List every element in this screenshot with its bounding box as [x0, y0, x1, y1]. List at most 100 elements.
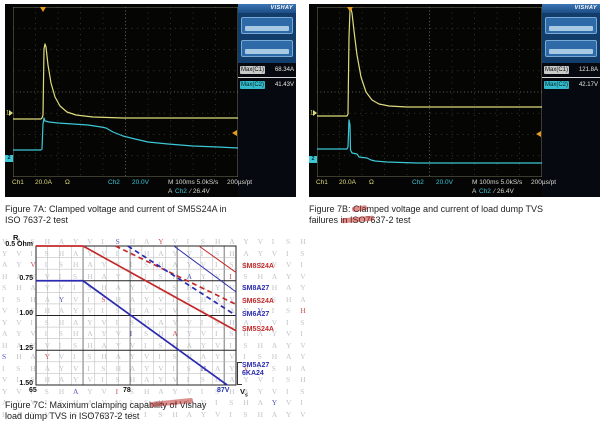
button-stripe — [549, 49, 593, 54]
menu-button[interactable] — [241, 17, 293, 34]
watermark-letter: A — [2, 398, 8, 407]
watermark-letter: S — [73, 271, 78, 281]
ch2-waveform — [317, 119, 542, 164]
watermark-letter: S — [243, 409, 248, 419]
watermark-letter: Y — [286, 340, 292, 350]
watermark-letter: I — [215, 260, 218, 269]
measurement-value: 68.34A — [274, 67, 294, 73]
watermark-letter: S — [200, 237, 205, 246]
watermark-letter: Y — [2, 248, 8, 258]
watermark-letter: V — [229, 352, 235, 361]
watermark-letter: A — [286, 283, 292, 292]
watermark-letter: H — [87, 271, 93, 281]
watermark-letter: H — [87, 340, 93, 350]
watermark-letter: Y — [172, 386, 178, 396]
watermark-letter: H — [101, 352, 107, 361]
watermark-letter: A — [300, 363, 306, 373]
watermark-letter: S — [243, 271, 248, 281]
watermark-letter: Y — [129, 283, 136, 292]
watermark-letter: H — [129, 237, 136, 246]
measurement-row: Max(C2) 42.17V — [542, 80, 600, 90]
watermark-letter: I — [172, 294, 175, 304]
watermark-letter: A — [30, 352, 36, 361]
watermark-letter: I — [16, 237, 19, 246]
watermark-letter: H — [44, 237, 51, 246]
series-sm5s24a — [36, 245, 237, 332]
watermark-letter: Y — [300, 283, 306, 292]
watermark-letter: I — [215, 329, 218, 338]
watermark-letter: I — [271, 237, 275, 246]
watermark-letter: H — [30, 363, 36, 373]
menu-button[interactable] — [545, 40, 597, 57]
watermark-letter: H — [300, 306, 306, 315]
watermark-letter: I — [186, 237, 190, 246]
watermark-letter: S — [271, 294, 276, 304]
watermark-letter: I — [129, 398, 133, 407]
watermark-letter: Y — [129, 352, 136, 361]
menu-button[interactable] — [241, 40, 293, 57]
caption-line: load dump TVS in ISO7637-2 test — [5, 411, 140, 421]
watermark-letter: V — [129, 409, 136, 419]
watermark-letter: S — [44, 317, 49, 327]
scope-trigger-row: A Ch2 ∕ 26.4V — [472, 188, 514, 195]
watermark-letter: V — [215, 271, 221, 281]
watermark-letter: A — [44, 363, 51, 373]
watermark-letter: A — [2, 329, 8, 338]
caption-line: ISO 7637-2 test — [5, 215, 69, 225]
watermark-letter: Y — [243, 375, 249, 384]
watermark-letter: Y — [200, 271, 207, 281]
channel2-marker: 2 — [5, 155, 13, 162]
watermark-letter: S — [144, 398, 149, 407]
watermark-letter: S — [101, 363, 106, 373]
watermark-letter: I — [87, 363, 90, 373]
watermark-letter: Y — [30, 271, 36, 281]
watermark-letter: A — [172, 329, 178, 338]
watermark-letter: A — [129, 363, 136, 373]
ch1-waveform — [13, 43, 238, 120]
arrow-right-icon — [313, 110, 318, 116]
watermark-letter: A — [300, 294, 306, 304]
watermark-letter: A — [229, 375, 235, 384]
watermark-letter: I — [30, 248, 33, 258]
watermark-letter: I — [58, 271, 62, 281]
watermark-letter: I — [101, 375, 104, 384]
measurement-label: Max(C2) — [240, 81, 266, 89]
watermark-letter: S — [257, 283, 262, 292]
watermark-letter: Y — [229, 363, 235, 373]
watermark-letter: S — [271, 363, 276, 373]
y-axis-label: Ri — [13, 233, 20, 245]
watermark-letter: H — [229, 317, 235, 327]
watermark-letter: V — [172, 306, 178, 315]
menu-button[interactable] — [545, 17, 597, 34]
watermark-letter: S — [300, 317, 305, 327]
watermark-letter: I — [200, 317, 204, 327]
watermark-letter: S — [215, 248, 220, 258]
watermark-letter: S — [300, 248, 305, 258]
watermark-letter: I — [129, 329, 133, 338]
watermark-letter: A — [101, 271, 107, 281]
caption-figure-7c: Figure 7C: Maximum clamping capability o… — [5, 400, 295, 422]
watermark-letter: Y — [186, 260, 193, 269]
scope-sidebar: VISHAY Max(C1) 121.8A Max(C2) 42.17V — [542, 4, 600, 197]
watermark-letter: A — [144, 375, 150, 384]
watermark-letter: A — [30, 283, 36, 292]
series-label: SM6S24A — [242, 297, 274, 305]
watermark-letter: A — [243, 317, 249, 327]
watermark-letter: V — [186, 248, 193, 258]
series-label: SM8A27 — [242, 285, 270, 293]
watermark-letter: A — [129, 294, 136, 304]
watermark-letter: S — [243, 340, 248, 350]
watermark-letter: I — [186, 306, 190, 315]
watermark-letter: H — [271, 352, 278, 361]
watermark-letter: A — [87, 398, 93, 407]
watermark-letter: V — [30, 398, 36, 407]
watermark-letter: I — [2, 363, 5, 373]
channel2-marker: 2 — [309, 156, 317, 163]
watermark-letter: V — [144, 283, 150, 292]
watermark-letter: I — [101, 237, 104, 246]
watermark-letter: S — [2, 352, 7, 361]
watermark-letter: H — [215, 237, 221, 246]
watermark-letter: I — [215, 398, 218, 407]
watermark-letter: H — [286, 294, 292, 304]
watermark-letter: V — [257, 375, 264, 384]
